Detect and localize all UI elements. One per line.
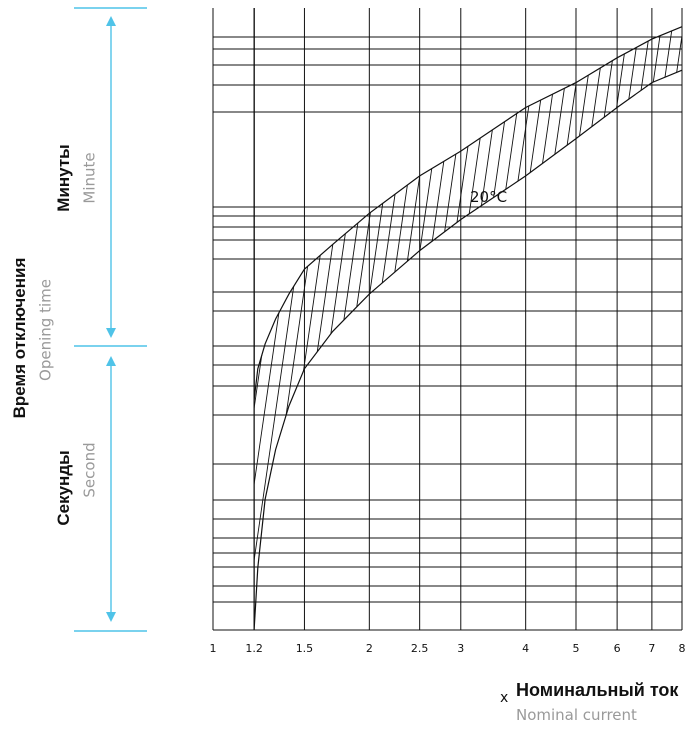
- hatch-line: [353, 26, 445, 630]
- x-tick-label: 2: [366, 642, 373, 655]
- range-arrow-head-up: [106, 356, 116, 366]
- x-tick-label: 1.2: [245, 642, 263, 655]
- range-arrow-head-up: [106, 16, 116, 26]
- hatch-line: [298, 26, 390, 630]
- hatch-line: [134, 8, 224, 630]
- hatch-line: [617, 26, 682, 630]
- tolerance-band-hatching: [46, 8, 700, 630]
- upper-boundary-curve: [253, 8, 683, 631]
- chart-grid: [212, 8, 683, 631]
- hatch-line: [145, 8, 235, 630]
- hatch-line: [474, 26, 566, 630]
- hatch-line: [650, 26, 682, 630]
- x-axis-multiplier: x: [500, 690, 509, 706]
- seconds-label-en: Second: [80, 442, 99, 498]
- hatch-line: [254, 26, 324, 630]
- hatch-line: [276, 26, 368, 630]
- x-tick-label: 5: [572, 642, 579, 655]
- minutes-label-en: Minute: [80, 152, 99, 204]
- hatch-line: [584, 26, 676, 630]
- hatch-line: [595, 26, 682, 630]
- hatch-line: [375, 26, 467, 630]
- hatch-line: [518, 26, 610, 630]
- x-tick-label: 4: [522, 642, 529, 655]
- hatch-line: [573, 26, 665, 630]
- x-tick-label: 8: [679, 642, 686, 655]
- hatch-line: [101, 8, 191, 630]
- hatch-line: [320, 26, 412, 630]
- hatch-line: [254, 26, 346, 630]
- hatch-line: [551, 26, 643, 630]
- hatch-line: [628, 26, 682, 630]
- hatch-line: [254, 26, 302, 630]
- x-tick-label: 1.5: [296, 642, 314, 655]
- seconds-label-ru: Секунды: [54, 450, 73, 526]
- range-arrow-head-down: [106, 328, 116, 338]
- lower-boundary-curve: [253, 8, 683, 400]
- hatch-line: [254, 26, 335, 630]
- hatch-line: [441, 26, 533, 630]
- hatch-line: [79, 8, 169, 630]
- x-tick-label: 2.5: [411, 642, 429, 655]
- x-tick-label: 6: [614, 642, 621, 655]
- hatch-line: [156, 8, 246, 630]
- x-tick-label: 1: [210, 642, 217, 655]
- hatch-line: [309, 26, 401, 630]
- temperature-annotation: 20°C: [470, 188, 507, 206]
- range-arrows: [74, 7, 147, 632]
- hatch-line: [408, 26, 500, 630]
- hatch-line: [90, 8, 180, 630]
- hatch-line: [68, 8, 158, 630]
- hatch-line: [287, 26, 379, 630]
- x-axis-title-ru: Номинальный ток: [516, 680, 679, 700]
- y-axis-title-en: Opening time: [36, 279, 55, 381]
- hatch-line: [562, 26, 654, 630]
- hatch-line: [695, 8, 700, 630]
- hatch-line: [452, 26, 544, 630]
- hatch-line: [254, 26, 313, 630]
- hatch-line: [661, 26, 682, 630]
- hatch-line: [684, 8, 700, 630]
- hatch-line: [419, 26, 511, 630]
- hatch-line: [463, 26, 555, 630]
- hatch-line: [639, 26, 682, 630]
- hatch-line: [254, 26, 258, 630]
- hatch-line: [397, 26, 489, 630]
- hatch-line: [112, 8, 202, 630]
- hatch-line: [265, 26, 357, 630]
- x-axis-title-en: Nominal current: [516, 706, 637, 724]
- range-arrow-head-down: [106, 612, 116, 622]
- x-tick-label: 3: [457, 642, 464, 655]
- hatch-line: [496, 26, 588, 630]
- hatch-line: [485, 26, 577, 630]
- hatch-line: [123, 8, 213, 630]
- x-axis-tick-labels: 1 1.2 1.5 2 2.5 3 4 5 6 7 8: [210, 642, 686, 655]
- hatch-line: [57, 8, 147, 630]
- hatch-line: [672, 26, 682, 630]
- hatch-line: [254, 26, 280, 630]
- hatch-line: [364, 26, 456, 630]
- hatch-line: [529, 26, 621, 630]
- hatch-line: [507, 26, 599, 630]
- minutes-label-ru: Минуты: [54, 144, 73, 212]
- hatch-line: [430, 26, 522, 630]
- hatch-line: [46, 8, 136, 630]
- x-tick-label: 7: [648, 642, 655, 655]
- hatch-line: [386, 26, 478, 630]
- y-axis-title-ru: Время отключения: [10, 257, 29, 419]
